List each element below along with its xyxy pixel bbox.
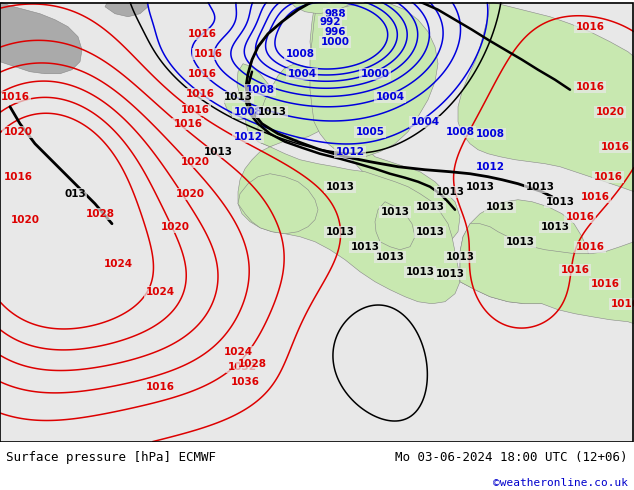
Text: 1020: 1020	[4, 127, 32, 137]
Text: ©weatheronline.co.uk: ©weatheronline.co.uk	[493, 478, 628, 488]
Text: 1013: 1013	[415, 202, 444, 212]
Text: 1016: 1016	[576, 82, 604, 92]
Polygon shape	[350, 147, 460, 242]
Text: 1016: 1016	[188, 69, 216, 79]
Text: 013: 013	[64, 189, 86, 199]
Text: 1016: 1016	[193, 49, 223, 59]
Text: 1016: 1016	[188, 29, 216, 39]
Text: 1013: 1013	[526, 182, 555, 192]
Text: 1013: 1013	[325, 227, 354, 237]
Text: Surface pressure [hPa] ECMWF: Surface pressure [hPa] ECMWF	[6, 451, 216, 464]
Text: 1005: 1005	[356, 127, 384, 137]
Text: 1020: 1020	[595, 107, 624, 117]
Text: 1004: 1004	[287, 69, 316, 79]
Polygon shape	[310, 2, 410, 147]
Text: 1013: 1013	[541, 221, 569, 232]
Text: 1013: 1013	[465, 182, 495, 192]
Text: 1016: 1016	[174, 119, 202, 129]
Polygon shape	[224, 92, 248, 120]
Text: 1036: 1036	[231, 377, 259, 387]
Text: 1016: 1016	[1, 92, 30, 102]
Text: 1013: 1013	[436, 187, 465, 196]
Text: 1013: 1013	[545, 196, 574, 207]
Text: 1020: 1020	[181, 157, 209, 167]
Text: 1000: 1000	[361, 69, 389, 79]
Text: 1020: 1020	[160, 221, 190, 232]
Polygon shape	[0, 2, 82, 73]
Text: 1020: 1020	[11, 215, 39, 225]
Text: 1004: 1004	[410, 117, 439, 127]
Text: 1013: 1013	[224, 92, 252, 102]
Text: 1016: 1016	[560, 265, 590, 275]
Polygon shape	[460, 224, 634, 324]
Text: 988: 988	[324, 9, 346, 19]
Text: 1008: 1008	[245, 85, 275, 95]
Text: 1013: 1013	[486, 202, 515, 212]
Text: 1016: 1016	[611, 299, 634, 309]
Text: 1000: 1000	[321, 37, 349, 47]
Polygon shape	[310, 112, 365, 147]
Polygon shape	[460, 200, 590, 304]
Text: 1013: 1013	[375, 252, 404, 262]
Text: 996: 996	[324, 27, 346, 37]
Text: 1016: 1016	[593, 172, 623, 182]
Text: 1013: 1013	[257, 107, 287, 117]
Text: 1020: 1020	[176, 189, 205, 199]
Text: 1016: 1016	[600, 142, 630, 152]
Polygon shape	[310, 2, 438, 157]
Text: 1012: 1012	[335, 147, 365, 157]
Text: 1024: 1024	[145, 287, 174, 297]
Text: 1012: 1012	[476, 162, 505, 172]
Text: 1016: 1016	[145, 382, 174, 392]
Text: 1016: 1016	[4, 172, 32, 182]
Text: 1013: 1013	[436, 269, 465, 279]
Text: 1016: 1016	[590, 279, 619, 289]
Text: 1028: 1028	[86, 209, 115, 219]
Text: 1013: 1013	[415, 227, 444, 237]
Polygon shape	[238, 147, 460, 304]
Polygon shape	[258, 64, 330, 147]
Polygon shape	[290, 2, 355, 14]
Text: 1016: 1016	[566, 212, 595, 221]
Text: 1008: 1008	[233, 107, 262, 117]
Text: 1024: 1024	[103, 259, 133, 269]
Text: 1008: 1008	[446, 127, 474, 137]
Polygon shape	[375, 202, 415, 250]
Text: 1013: 1013	[406, 267, 434, 277]
Text: 1016: 1016	[581, 192, 609, 202]
Text: 1028: 1028	[238, 359, 266, 368]
Text: 1016: 1016	[181, 105, 209, 115]
Text: 1004: 1004	[375, 92, 404, 102]
Text: 1016: 1016	[576, 242, 604, 252]
Text: 1013: 1013	[446, 252, 474, 262]
Text: 1013: 1013	[325, 182, 354, 192]
Text: 1008: 1008	[476, 129, 505, 139]
Text: 1012: 1012	[233, 132, 262, 142]
Polygon shape	[105, 0, 148, 17]
Polygon shape	[237, 64, 283, 147]
Text: 992: 992	[320, 17, 340, 27]
Text: 1016: 1016	[186, 89, 214, 98]
Text: 1013: 1013	[204, 147, 233, 157]
Polygon shape	[458, 2, 634, 192]
Text: 1024: 1024	[223, 347, 252, 357]
Text: 1032: 1032	[228, 362, 257, 372]
Text: Mo 03-06-2024 18:00 UTC (12+06): Mo 03-06-2024 18:00 UTC (12+06)	[395, 451, 628, 464]
Polygon shape	[238, 174, 318, 234]
Text: 1016: 1016	[576, 22, 604, 32]
Text: 1013: 1013	[380, 207, 410, 217]
Text: 1013: 1013	[505, 237, 534, 247]
Text: 1013: 1013	[351, 242, 380, 252]
Text: 1008: 1008	[285, 49, 314, 59]
